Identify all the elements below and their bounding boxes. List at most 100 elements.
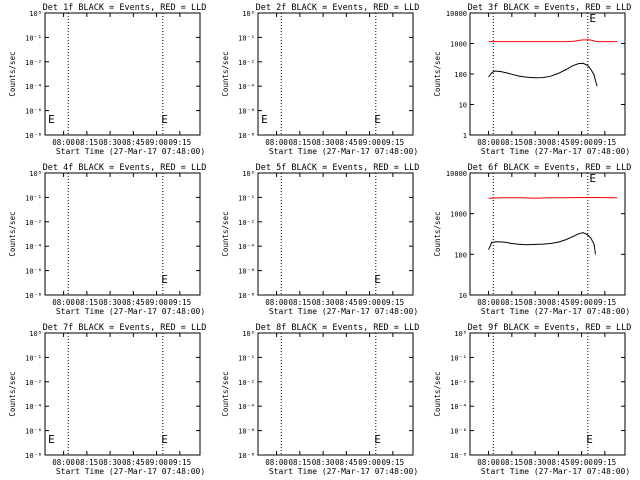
e-marker: E (589, 172, 596, 185)
y-tick-label: 10⁻² (25, 379, 42, 387)
x-axis-label: Start Time (27-Mar-17 07:48:00) (56, 307, 205, 316)
y-tick-label: 10⁻⁴ (238, 243, 255, 251)
e-marker: E (48, 433, 55, 446)
y-tick-label: 10⁰ (29, 170, 42, 178)
x-tick-label: 08:30 (524, 138, 547, 147)
y-tick-label: 10⁻¹ (25, 34, 42, 42)
y-tick-label: 10⁻⁶ (238, 428, 255, 436)
x-tick-label: 09:15 (382, 138, 405, 147)
y-tick-label: 10⁻⁴ (25, 403, 42, 411)
plot-frame (469, 172, 626, 296)
plot-frame (257, 12, 414, 136)
y-tick-label: 10⁻⁸ (238, 292, 255, 300)
x-tick-label: 08:45 (547, 458, 570, 467)
x-axis-label: Start Time (27-Mar-17 07:48:00) (56, 147, 205, 156)
x-tick-label: 08:00 (477, 298, 500, 307)
e-marker: E (48, 113, 55, 126)
y-tick-label: 1000 (450, 211, 467, 219)
y-tick-label: 10⁻¹ (238, 194, 255, 202)
y-tick-label: 10⁰ (242, 10, 255, 18)
y-axis-label: Counts/sec (221, 211, 230, 256)
y-tick-label: 10⁻⁴ (450, 403, 467, 411)
x-axis-label: Start Time (27-Mar-17 07:48:00) (481, 147, 630, 156)
lld-series-line (488, 197, 618, 199)
y-tick-label: 10⁻⁶ (25, 108, 42, 116)
x-tick-label: 09:00 (570, 298, 593, 307)
x-tick-label: 08:30 (312, 298, 335, 307)
y-tick-label: 1000 (450, 41, 467, 49)
y-axis-label: Counts/sec (221, 371, 230, 416)
panel-title: Det 2f BLACK = Events, RED = LLD (256, 3, 420, 13)
x-tick-label: 08:00 (265, 458, 288, 467)
x-tick-label: 08:45 (122, 458, 145, 467)
panel-title: Det 7f BLACK = Events, RED = LLD (43, 323, 207, 333)
x-axis-label: Start Time (27-Mar-17 07:48:00) (269, 467, 418, 476)
plot-frame (257, 172, 414, 296)
x-tick-label: 09:15 (169, 298, 192, 307)
panel-title: Det 5f BLACK = Events, RED = LLD (256, 163, 420, 173)
y-axis-label: Counts/sec (221, 51, 230, 96)
plot-frame (469, 332, 626, 456)
y-tick-label: 10⁻² (450, 379, 467, 387)
y-tick-label: 10⁻⁴ (25, 243, 42, 251)
x-tick-label: 08:45 (122, 298, 145, 307)
x-tick-label: 08:45 (122, 138, 145, 147)
y-tick-label: 10⁻¹ (238, 34, 255, 42)
plot-frame (257, 332, 414, 456)
x-tick-label: 08:15 (501, 298, 524, 307)
plot-frame (44, 332, 201, 456)
y-tick-label: 10⁰ (454, 330, 467, 338)
y-tick-label: 10⁻⁶ (238, 108, 255, 116)
x-tick-label: 09:15 (594, 138, 617, 147)
y-axis-label: Counts/sec (433, 211, 442, 256)
y-tick-label: 10⁰ (242, 170, 255, 178)
y-axis-label: Counts/sec (8, 371, 17, 416)
x-tick-label: 09:15 (169, 138, 192, 147)
x-tick-label: 08:30 (99, 138, 122, 147)
panel-title: Det 9f BLACK = Events, RED = LLD (468, 323, 632, 333)
y-tick-label: 10⁻¹ (450, 354, 467, 362)
y-tick-label: 10⁻² (238, 379, 255, 387)
x-tick-label: 08:45 (547, 138, 570, 147)
y-tick-label: 10⁻⁸ (25, 292, 42, 300)
x-tick-label: 08:45 (335, 298, 358, 307)
x-tick-label: 09:15 (594, 298, 617, 307)
plot-frame (44, 172, 201, 296)
x-tick-label: 09:00 (570, 138, 593, 147)
lld-series-line (488, 39, 618, 43)
x-tick-label: 08:30 (99, 458, 122, 467)
y-tick-label: 10⁻¹ (238, 354, 255, 362)
y-tick-label: 1 (463, 132, 467, 140)
x-tick-label: 09:00 (570, 458, 593, 467)
x-tick-label: 09:15 (382, 458, 405, 467)
x-tick-label: 08:15 (501, 138, 524, 147)
x-tick-label: 09:00 (358, 138, 381, 147)
e-marker: E (374, 113, 381, 126)
x-tick-label: 08:00 (265, 298, 288, 307)
events-series-line (488, 232, 596, 255)
e-marker: E (586, 433, 593, 446)
e-marker: E (374, 273, 381, 286)
x-tick-label: 08:15 (289, 298, 312, 307)
y-tick-label: 10⁻⁸ (238, 132, 255, 140)
y-tick-label: 10⁻¹ (25, 354, 42, 362)
x-tick-label: 08:15 (289, 138, 312, 147)
panel-title: Det 1f BLACK = Events, RED = LLD (43, 3, 207, 13)
y-axis-label: Counts/sec (8, 211, 17, 256)
x-tick-label: 08:30 (99, 298, 122, 307)
y-axis-label: Counts/sec (433, 51, 442, 96)
x-tick-label: 09:15 (169, 458, 192, 467)
x-axis-label: Start Time (27-Mar-17 07:48:00) (481, 307, 630, 316)
y-tick-label: 10⁻⁸ (238, 452, 255, 460)
y-tick-label: 10⁻⁶ (238, 268, 255, 276)
e-marker: E (589, 12, 596, 25)
e-marker: E (161, 113, 168, 126)
x-tick-label: 08:30 (524, 458, 547, 467)
plot-frame (44, 12, 201, 136)
